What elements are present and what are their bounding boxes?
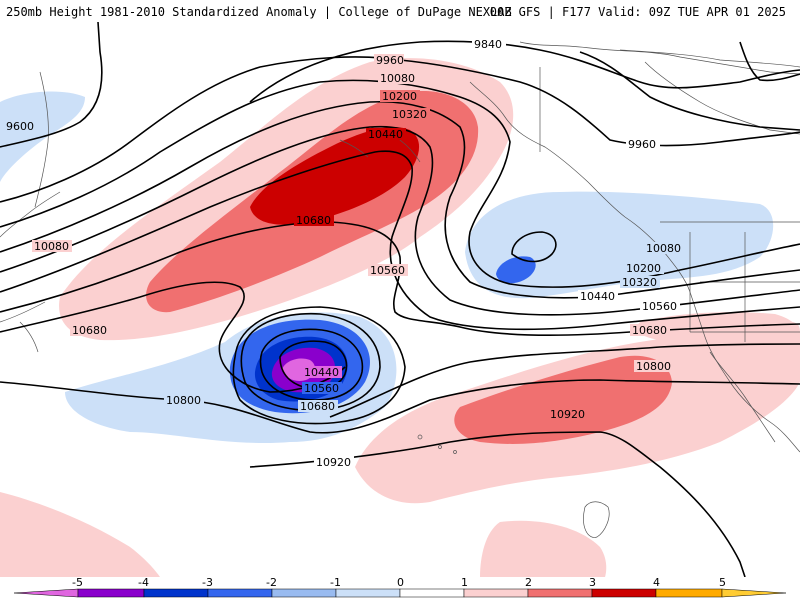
label-10440-b: 10440: [580, 290, 615, 303]
contour-labels: 9600 9840 9960 9960 10080 10080 10080 10…: [4, 38, 684, 469]
pos-anomaly-southwest: [0, 492, 160, 577]
label-10440-c: 10440: [304, 366, 339, 379]
colorbar-swatch-0-1: [399, 588, 465, 598]
label-9960-a: 9960: [376, 54, 404, 67]
label-10800-b: 10800: [636, 360, 671, 373]
contour-10680-low-outer: [232, 306, 406, 425]
label-10920-b: 10920: [316, 456, 351, 469]
colorbar-swatch-1-2: [463, 588, 529, 598]
pos-anomaly-south: [480, 520, 607, 577]
colorbar-swatch-minus1-0: [335, 588, 401, 598]
label-10680-c: 10680: [632, 324, 667, 337]
contour-corner-ne: [739, 41, 800, 82]
colorbar-swatch-3-4: [591, 588, 657, 598]
colorbar-tick: 5: [719, 577, 726, 589]
label-10800-a: 10800: [166, 394, 201, 407]
map-title: 250mb Height 1981-2010 Standardized Anom…: [6, 5, 512, 19]
label-9600: 9600: [6, 120, 34, 133]
colorbar-tick: 1: [461, 577, 468, 589]
contour-10440-north: [0, 150, 800, 331]
colorbar-tick: -4: [138, 577, 149, 589]
contour-10920: [249, 431, 746, 577]
colorbar-tick: -5: [72, 577, 83, 589]
colorbar-tick: 2: [525, 577, 532, 589]
label-10080-a: 10080: [380, 72, 415, 85]
contour-10560-low: [240, 312, 381, 412]
model-run-info: 00Z GFS | F177 Valid: 09Z TUE APR 01 202…: [489, 5, 786, 19]
colorbar-swatch-minus4-minus3: [143, 588, 209, 598]
colorbar-tick: 3: [589, 577, 596, 589]
label-10080-b: 10080: [34, 240, 69, 253]
contour-9840: [249, 40, 800, 103]
colorbar-tick: 4: [653, 577, 660, 589]
contour-9600: [0, 22, 103, 148]
label-10680-b: 10680: [72, 324, 107, 337]
anomaly-colorbar: -5 -4 -3 -2 -1 0 1 2 3 4 5: [0, 576, 800, 600]
colorbar-tick: -3: [202, 577, 213, 589]
colorbar-swatch-gt-5: [721, 588, 787, 598]
colorbar-swatch-minus2-minus1: [271, 588, 337, 598]
height-contours: [0, 22, 800, 577]
neg-anomaly-pnw-core: [496, 256, 536, 284]
label-9840: 9840: [474, 38, 502, 51]
contour-9960: [0, 56, 800, 203]
contour-10800: [0, 379, 800, 434]
neg-anomaly-pacific-northwest: [465, 191, 774, 299]
colorbar-tick: -1: [330, 577, 341, 589]
contour-9960-oval: [511, 231, 557, 263]
label-10320-a: 10320: [392, 108, 427, 121]
coastlines: [0, 41, 800, 453]
label-10680-a: 10680: [296, 214, 331, 227]
contour-10320: [0, 125, 800, 316]
colorbar-swatch-4-5: [655, 588, 723, 598]
label-10560-b: 10560: [642, 300, 677, 313]
label-9960-b: 9960: [628, 138, 656, 151]
label-10200-b: 10200: [626, 262, 661, 275]
label-10560-a: 10560: [370, 264, 405, 277]
contour-10680-loop: [0, 281, 346, 393]
contour-10680-east: [329, 343, 800, 418]
contour-10320-low: [279, 340, 348, 390]
label-10440-a: 10440: [368, 128, 403, 141]
contour-10440-low: [259, 328, 364, 401]
colorbar-swatch-minus5-minus4: [77, 588, 145, 598]
colorbar-swatch-minus3-minus2: [207, 588, 273, 598]
map-header: 250mb Height 1981-2010 Standardized Anom…: [0, 0, 800, 22]
label-10680-d: 10680: [300, 400, 335, 413]
label-10320-b: 10320: [622, 276, 657, 289]
colorbar-tick: 0: [397, 577, 404, 589]
anomaly-map: 9600 9840 9960 9960 10080 10080 10080 10…: [0, 22, 800, 577]
colorbar-swatches: [13, 588, 787, 598]
label-10560-c: 10560: [304, 382, 339, 395]
contour-10080-east-high: [579, 51, 800, 131]
colorbar-ticks: -5 -4 -3 -2 -1 0 1 2 3 4 5: [72, 576, 726, 589]
label-10200-a: 10200: [382, 90, 417, 103]
colorbar-swatch-lt-minus5: [13, 588, 79, 598]
contour-10200: [0, 100, 800, 299]
colorbar-swatch-2-3: [527, 588, 593, 598]
label-10080-c: 10080: [646, 242, 681, 255]
pos-anomaly-subtropical-core: [454, 355, 672, 444]
label-10920-a: 10920: [550, 408, 585, 421]
colorbar-tick: -2: [266, 577, 277, 589]
